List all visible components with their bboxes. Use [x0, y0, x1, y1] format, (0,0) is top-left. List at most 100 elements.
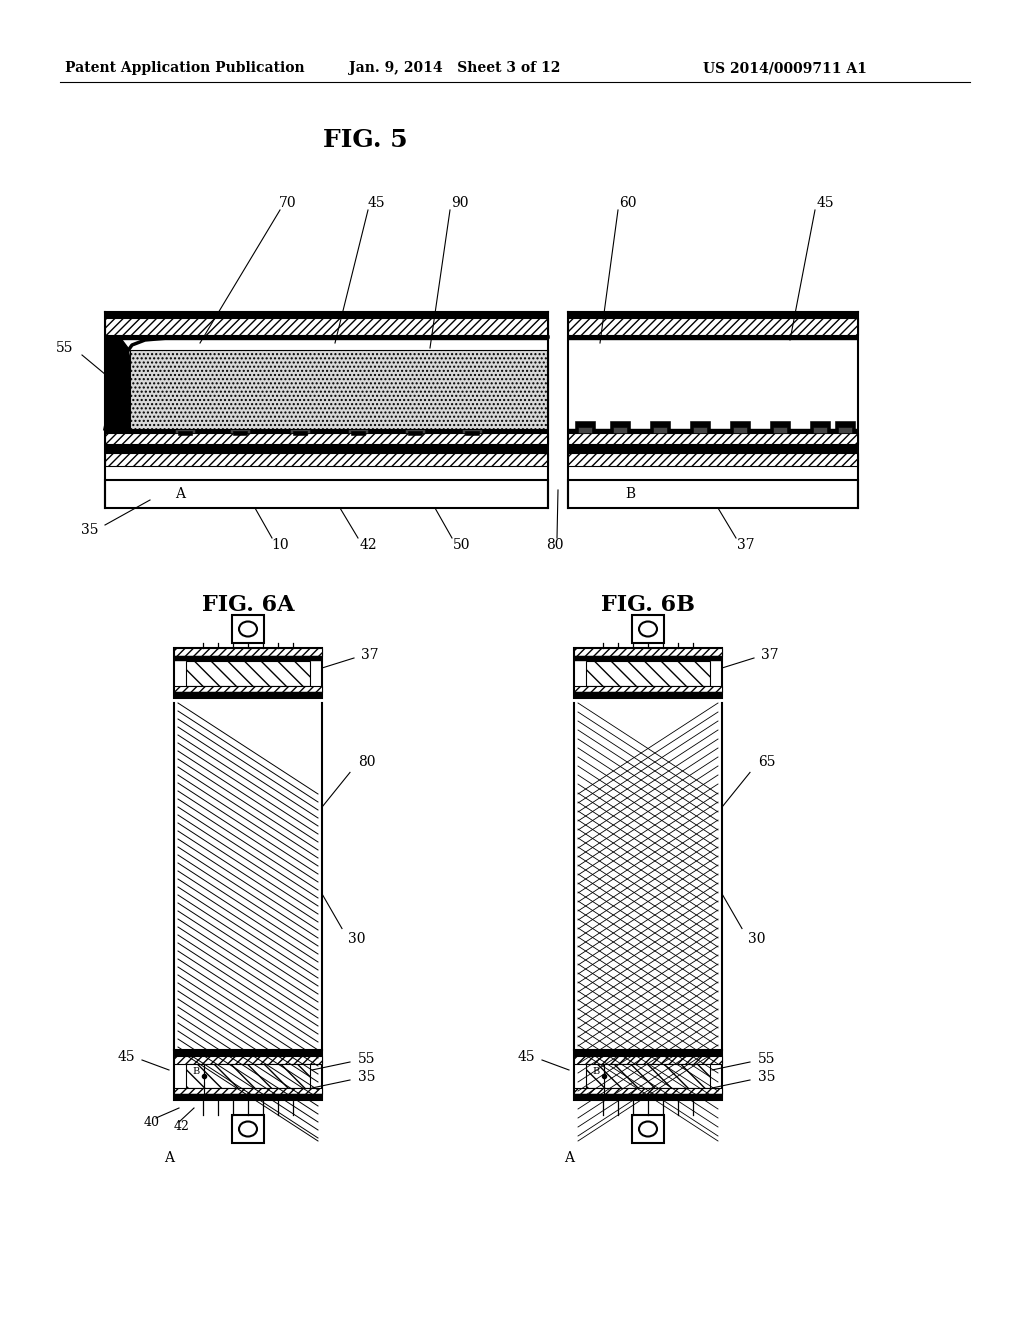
Text: FIG. 6A: FIG. 6A — [202, 594, 294, 616]
Text: US 2014/0009711 A1: US 2014/0009711 A1 — [703, 61, 867, 75]
Text: 40: 40 — [144, 1115, 160, 1129]
Bar — [568, 444, 858, 453]
Bar — [568, 480, 858, 508]
Text: 55: 55 — [758, 1052, 776, 1067]
Text: Jan. 9, 2014   Sheet 3 of 12: Jan. 9, 2014 Sheet 3 of 12 — [349, 61, 561, 75]
Bar — [575, 421, 595, 429]
Bar — [171, 421, 199, 429]
Text: 10: 10 — [271, 539, 289, 552]
Polygon shape — [105, 338, 130, 429]
Bar — [578, 426, 592, 433]
Text: 30: 30 — [749, 932, 766, 946]
Text: 45: 45 — [816, 195, 834, 210]
Text: 37: 37 — [761, 648, 779, 663]
Text: 30: 30 — [348, 932, 366, 946]
Text: FIG. 5: FIG. 5 — [323, 128, 408, 152]
Bar — [105, 480, 548, 508]
Bar — [835, 421, 855, 429]
Bar — [574, 1049, 722, 1100]
Bar — [105, 312, 548, 318]
Bar — [293, 432, 307, 436]
Bar — [232, 615, 264, 643]
Bar — [632, 615, 664, 643]
Bar — [178, 432, 193, 436]
Bar — [653, 426, 667, 433]
Text: 50: 50 — [454, 539, 471, 552]
Polygon shape — [130, 350, 548, 429]
Text: 35: 35 — [358, 1071, 376, 1084]
Bar — [773, 426, 787, 433]
Text: B: B — [193, 1068, 200, 1077]
Text: 55: 55 — [56, 341, 74, 355]
Bar — [465, 432, 479, 436]
Bar — [232, 1115, 264, 1143]
Bar — [233, 432, 247, 436]
Bar — [174, 656, 322, 661]
Bar — [290, 426, 310, 433]
Bar — [344, 421, 372, 429]
Bar — [174, 1088, 322, 1094]
Bar — [568, 335, 858, 341]
Bar — [408, 432, 422, 436]
Text: A: A — [175, 487, 185, 502]
Bar — [733, 426, 746, 433]
Bar — [730, 421, 750, 429]
Bar — [574, 1056, 722, 1064]
Bar — [568, 433, 858, 444]
Text: 65: 65 — [758, 755, 776, 770]
Polygon shape — [586, 661, 710, 686]
Bar — [105, 318, 548, 335]
Bar — [568, 318, 858, 335]
Text: B: B — [625, 487, 635, 502]
Bar — [286, 421, 314, 429]
Bar — [574, 692, 722, 698]
Bar — [810, 421, 830, 429]
Bar — [690, 421, 710, 429]
Bar — [105, 433, 548, 444]
Bar — [574, 656, 722, 661]
Bar — [568, 312, 858, 318]
Bar — [105, 444, 548, 453]
Text: 37: 37 — [737, 539, 755, 552]
Text: 42: 42 — [359, 539, 377, 552]
Text: 45: 45 — [117, 1049, 135, 1064]
Bar — [650, 421, 670, 429]
Bar — [632, 1115, 664, 1143]
Bar — [105, 429, 548, 433]
Polygon shape — [186, 661, 310, 686]
Text: 70: 70 — [280, 195, 297, 210]
Bar — [613, 426, 627, 433]
Bar — [568, 453, 858, 466]
Bar — [174, 1094, 322, 1100]
Text: A: A — [164, 1151, 174, 1166]
Text: 55: 55 — [358, 1052, 376, 1067]
Bar — [174, 648, 322, 656]
Text: 35: 35 — [758, 1071, 776, 1084]
Polygon shape — [586, 1064, 710, 1088]
Bar — [610, 421, 630, 429]
Text: 42: 42 — [174, 1119, 189, 1133]
Text: 80: 80 — [546, 539, 564, 552]
Bar — [574, 1088, 722, 1094]
Text: 90: 90 — [452, 195, 469, 210]
Bar — [406, 426, 425, 433]
Text: Patent Application Publication: Patent Application Publication — [66, 61, 305, 75]
Text: B: B — [592, 1068, 600, 1077]
Text: 45: 45 — [368, 195, 385, 210]
Bar — [348, 426, 368, 433]
Polygon shape — [186, 1064, 310, 1088]
Text: 80: 80 — [358, 755, 376, 770]
Bar — [174, 692, 322, 698]
Bar — [568, 429, 858, 433]
Bar — [462, 426, 482, 433]
Text: 60: 60 — [620, 195, 637, 210]
Bar — [574, 686, 722, 692]
Bar — [574, 648, 722, 656]
Bar — [105, 453, 548, 466]
Bar — [838, 426, 852, 433]
Text: A: A — [564, 1151, 574, 1166]
Bar — [351, 432, 365, 436]
Bar — [770, 421, 790, 429]
Text: 35: 35 — [81, 523, 98, 537]
Bar — [574, 1049, 722, 1056]
